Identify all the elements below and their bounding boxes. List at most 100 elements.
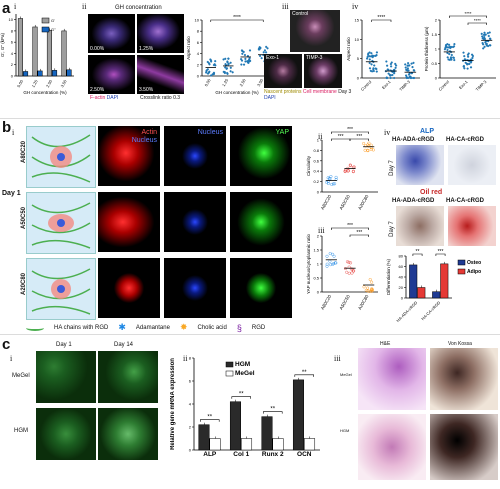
sub-c-iii: iii <box>334 354 341 363</box>
iii-legend-nascent: Nascent proteins <box>264 89 302 95</box>
a-iv-2-point-2-11 <box>487 34 490 38</box>
c-ii-ytick-label-4: 8 <box>189 356 192 361</box>
a-iv-1-point-2-18 <box>409 75 412 78</box>
b-ii-ylabel: Circularity <box>306 155 311 176</box>
a-iv-2-point-2-10 <box>483 45 486 48</box>
a-iv-1-point-0-18 <box>368 55 371 58</box>
a-i-ytick-label-1: 2 <box>11 62 14 67</box>
alp-image-ada <box>396 145 444 185</box>
iii-control-label: Control <box>292 11 309 17</box>
a-i-xtick-3: 3.50 <box>59 78 68 88</box>
b-ii-ytick-label-0: 0 <box>317 190 320 195</box>
legend-cholic-icon: ✸ <box>179 322 188 332</box>
b-ii-point-2-7 <box>363 148 367 152</box>
b-iii-point-1-0 <box>347 271 351 275</box>
a-iv-2-point-2-21 <box>488 31 491 34</box>
a-iv-1-point-0-29 <box>371 54 374 57</box>
chart-b-iv: 0 20 40 60 80 Differentiation (%) HA-ADA-cRGD H… <box>386 248 500 326</box>
a-iv-1-point-2-24 <box>407 62 410 65</box>
a-iv-1-point-2-4 <box>404 66 407 69</box>
b-iii-ytick-label-4: 2 <box>317 234 320 239</box>
a-ii-point-1-3 <box>229 61 232 64</box>
c-vk-hgm <box>430 414 498 480</box>
a-iv-1-point-1-23 <box>387 68 390 71</box>
c-iii-hgm-label: HGM <box>340 428 350 433</box>
a-iv-2-point-1-14 <box>470 53 474 56</box>
a-iv-2-point-0-5 <box>450 53 453 57</box>
b-iv-legend-swatch-0 <box>457 259 466 266</box>
a-ii-point-0-21 <box>205 69 208 72</box>
alp-day7: Day 7 <box>388 160 395 176</box>
a-i-ytick-label-5: 10 <box>9 17 14 22</box>
a-iv-2-point-1-27 <box>467 55 470 58</box>
b-iii-xtick-0: A80C20 <box>320 294 333 311</box>
a-ii-point-3-1 <box>265 45 268 48</box>
a-ii-xtick-1: 1.25 <box>221 77 230 87</box>
b-iii-point-2-8 <box>370 287 374 291</box>
b-iii-point-0-4 <box>331 252 335 256</box>
alp-header-ca: HA-CA-cRGD <box>446 137 484 143</box>
a-iv-2-point-0-24 <box>452 45 455 49</box>
a-iv-1-point-0-24 <box>374 54 377 57</box>
schematic-row-1-label: A50C50 <box>21 206 28 230</box>
a-iv-1-point-0-22 <box>366 57 369 60</box>
c-ii-ytick-label-1: 2 <box>189 425 192 430</box>
a-iv-1-point-0-21 <box>368 51 371 54</box>
schematic: A80C20 A50C50 A20C80 <box>21 126 96 320</box>
b-ii-point-1-10 <box>343 170 347 174</box>
c-ii-bar-0-1 <box>209 438 221 451</box>
a-iv-2-point-1-24 <box>471 56 474 60</box>
b-iv-ytick-label-3: 60 <box>399 264 404 269</box>
a-iv-1-xtick-2: TIMP-3 <box>398 79 411 92</box>
a-ii-point-0-10 <box>214 60 217 63</box>
nucleus-label-1: Nucleus <box>131 137 157 144</box>
b-iii-point-2-11 <box>366 289 370 293</box>
b-ii-xtick-1: A50C50 <box>338 194 351 211</box>
a-i-bar-3-0 <box>61 30 67 77</box>
b-iv-legend-label-1: Adipo <box>467 269 481 275</box>
a-ii-point-2-9 <box>243 53 247 57</box>
b-ii-point-2-0 <box>366 149 370 153</box>
schematic-row-0-art <box>31 134 91 183</box>
b-iv-bar-1-1 <box>440 263 449 299</box>
a-ii-point-1-21 <box>224 66 227 69</box>
image-2: 2.50% <box>88 55 135 94</box>
alp-image-ca <box>448 145 496 185</box>
a-iv-2-sig-b-bracket <box>467 22 487 25</box>
a-iv-2-point-1-5 <box>466 67 469 70</box>
a-iv-1-point-2-22 <box>407 64 410 67</box>
a-iv-2-point-0-20 <box>449 56 453 59</box>
a-ii-point-2-17 <box>242 50 245 54</box>
b-iii-sig-a-bracket <box>331 227 369 230</box>
b-ii-point-0-10 <box>334 175 338 179</box>
b-iv-legend-swatch-1 <box>457 268 466 275</box>
a-ii-sig-bracket <box>210 19 264 22</box>
c-ii-bar-3-1 <box>304 438 316 451</box>
a-iv-2-point-2-18 <box>485 42 488 46</box>
b-iv-ytick-label-2: 40 <box>399 275 404 280</box>
a-i-bar-2-0 <box>46 30 52 77</box>
chart-a-iv-1-svg: 0 5 10 15 Aspect ratio Control Exo-1 TIMP-3 **** <box>346 15 420 92</box>
b-ii-point-2-1 <box>369 143 373 147</box>
a-i-bar-0-1 <box>23 71 29 77</box>
a-ii-point-1-20 <box>225 67 228 70</box>
c-ii-sig-0-bracket <box>200 419 220 422</box>
b-iii-point-0-8 <box>329 263 333 267</box>
a-iv-1-point-1-21 <box>390 61 393 64</box>
b-ii-point-0-4 <box>330 182 334 186</box>
b-iv-xtick-0: HA-ADA-cRGD <box>395 300 418 323</box>
a-iv-1-point-0-5 <box>373 64 376 67</box>
a-i-bar-1-0 <box>32 26 38 77</box>
chart-a-ii: 0 2 4 6 8 10 Aspect ratio GH concentration (%) 0… <box>186 8 276 100</box>
a-ii-ytick-label-5: 10 <box>195 18 200 23</box>
a-i-ytick-label-0: 0 <box>11 74 14 79</box>
a-i-legend-label-1: G'' <box>51 27 56 32</box>
a-iv-2-ylabel: Protein thickness (μm) <box>424 26 429 71</box>
a-iv-2-point-1-18 <box>462 65 465 68</box>
a-iv-2-ytick-label-4: 2 <box>435 18 438 23</box>
c-he-megel <box>358 348 426 410</box>
legend-rgd-icon: § <box>236 322 242 333</box>
image-0: 0.00% <box>88 14 135 53</box>
a-ii-point-1-19 <box>227 62 230 65</box>
a-iv-1-xtick-1: Exo-1 <box>381 79 392 90</box>
